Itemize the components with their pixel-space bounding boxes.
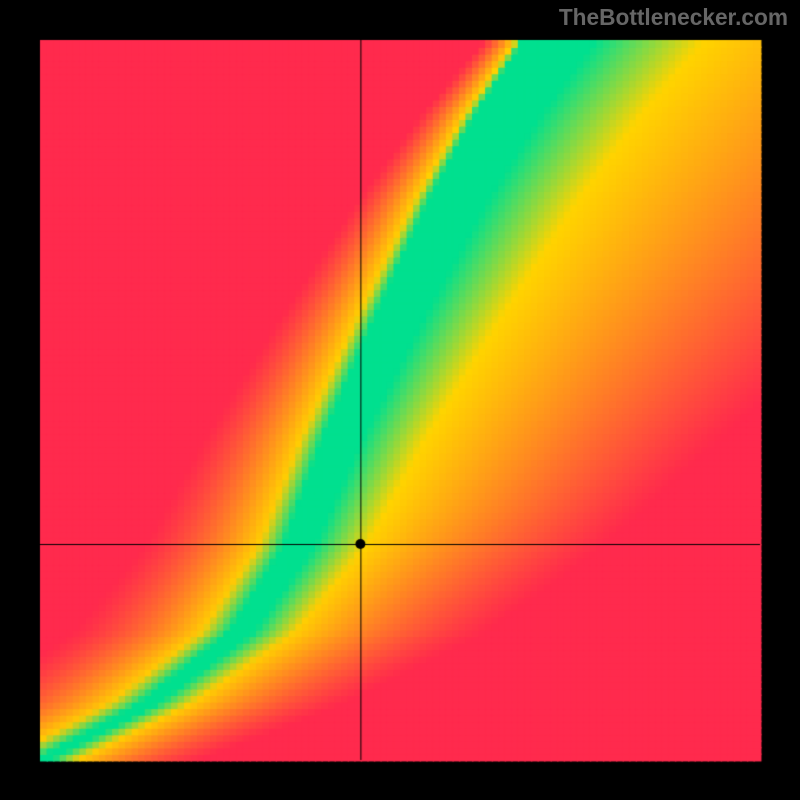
chart-container: TheBottlenecker.com bbox=[0, 0, 800, 800]
bottleneck-heatmap bbox=[0, 0, 800, 800]
